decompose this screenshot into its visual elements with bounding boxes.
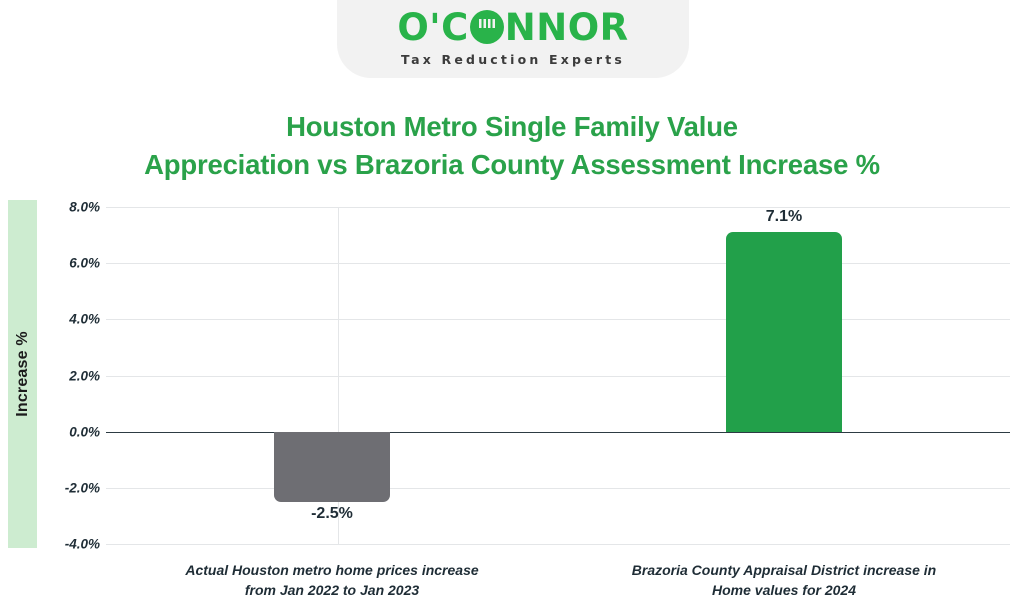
y-axis-tick-label: 0.0%: [69, 424, 100, 440]
header-banner: [337, 0, 689, 78]
y-axis-tick-labels: 8.0% 6.0% 4.0% 2.0% 0.0% -2.0% -4.0%: [40, 200, 100, 552]
gridline: [106, 487, 1010, 489]
y-axis-tick-label: -4.0%: [64, 536, 100, 552]
logo-tagline: Tax Reduction Experts: [400, 52, 626, 67]
logo-wordmark: O'C NNOR: [337, 6, 689, 48]
y-axis-tick-label: 6.0%: [69, 255, 100, 271]
x-axis-category-label-line: Brazoria County Appraisal District incre…: [631, 562, 937, 578]
x-axis-category-label-line: from Jan 2022 to Jan 2023: [244, 582, 420, 598]
bar-value-label: -2.5%: [311, 504, 353, 522]
plot-area: -2.5% 7.1%: [106, 207, 1010, 545]
building-in-o-icon: [469, 10, 504, 44]
gridline: [106, 207, 1010, 208]
gridline: [106, 319, 1010, 321]
y-axis-tick-label: 2.0%: [69, 368, 100, 383]
bar[interactable]: [726, 232, 842, 432]
logo-text-part2: NNOR: [504, 5, 629, 49]
logo-text-part1: O'C: [397, 5, 469, 49]
brand-logo: O'C NNOR Tax Reduction Experts: [337, 6, 689, 76]
gridline: [106, 375, 1010, 377]
y-axis-tick-label: 4.0%: [69, 311, 100, 327]
x-axis-category-labels: Actual Houston metro home prices increas…: [106, 560, 1010, 610]
y-axis-title-label: Increase %: [13, 331, 31, 417]
y-axis-title: Increase %: [8, 200, 37, 548]
x-axis-category-label-line: Home values for 2024: [712, 582, 856, 598]
category-divider-line: [338, 207, 339, 544]
x-axis-category-label: Actual Houston metro home prices increas…: [132, 560, 532, 600]
x-axis-category-label: Brazoria County Appraisal District incre…: [584, 560, 984, 600]
chart-title: Houston Metro Single Family Value Apprec…: [40, 108, 984, 184]
gridline: [106, 544, 1010, 545]
y-axis-tick-label: 8.0%: [69, 199, 100, 215]
y-axis-tick-label: -2.0%: [64, 480, 100, 496]
chart-title-line-2: Appreciation vs Brazoria County Assessme…: [144, 149, 880, 180]
x-axis-category-label-line: Actual Houston metro home prices increas…: [185, 562, 479, 578]
bar-value-label: 7.1%: [765, 208, 803, 226]
y-axis-title-strip: Increase %: [8, 200, 37, 548]
zero-line: [106, 431, 1010, 434]
gridline: [106, 263, 1010, 265]
bar[interactable]: [274, 431, 390, 502]
chart-title-line-1: Houston Metro Single Family Value: [286, 111, 738, 142]
